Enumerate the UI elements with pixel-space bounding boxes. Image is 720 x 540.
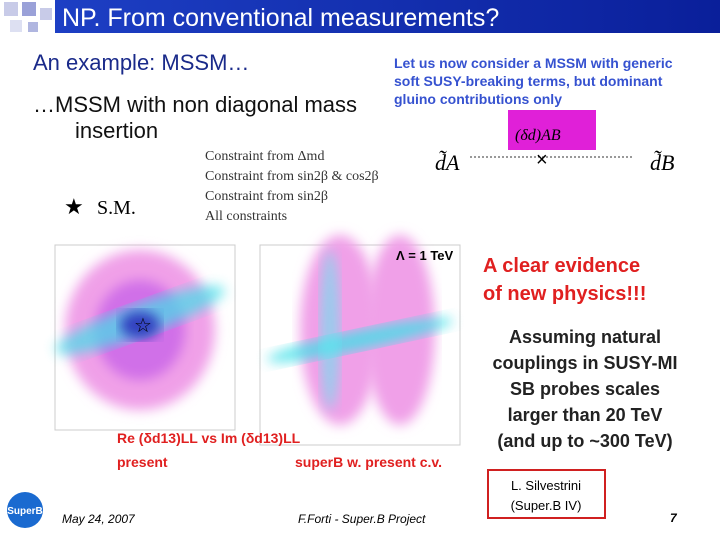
speaker-box [487, 469, 606, 519]
footer-author: F.Forti - Super.B Project [298, 512, 426, 526]
right-plot [259, 235, 461, 446]
formula-middle: (δd)AB [515, 127, 561, 144]
conclusion: Assuming natural [509, 327, 661, 347]
logo-text: SuperB [7, 506, 43, 517]
cross: × [536, 149, 548, 171]
sm-star: ☆ [134, 315, 152, 337]
formula-left: d̃A [435, 150, 460, 175]
logo: SuperB [7, 492, 43, 528]
legend-item: All constraints [205, 209, 287, 224]
left-plot: ☆ [54, 244, 236, 431]
evidence: of new physics!!! [483, 283, 646, 305]
heading: insertion [75, 118, 158, 143]
speaker: L. Silvestrini [511, 478, 581, 493]
evidence: A clear evidence [483, 255, 640, 277]
page-number: 7 [670, 511, 678, 525]
footer-date: May 24, 2007 [62, 512, 136, 526]
plot-label: Re (δd13)LL vs Im (δd13)LL [117, 430, 301, 446]
note: gluino contributions only [394, 91, 562, 107]
plot-label: present [117, 454, 168, 470]
corner-squares [4, 2, 52, 32]
formula-right: d̃B [650, 150, 674, 175]
heading: …MSSM with non diagonal mass [33, 92, 357, 117]
plot-label: superB w. present c.v. [295, 454, 442, 470]
formula-box [508, 110, 596, 150]
note: soft SUSY-breaking terms, but dominant [394, 73, 663, 89]
star-icon: ★ [64, 194, 84, 219]
legend-item: Constraint from sin2β [205, 189, 328, 204]
conclusion: couplings in SUSY-MI [492, 353, 677, 373]
title: NP. From conventional measurements? [62, 4, 499, 32]
note: Let us now consider a MSSM with generic [394, 55, 673, 71]
title-bar [55, 0, 720, 33]
conclusion: larger than 20 TeV [508, 405, 663, 425]
speaker: (Super.B IV) [511, 498, 582, 513]
sm-label: S.M. [97, 197, 136, 219]
conclusion: (and up to ~300 TeV) [497, 431, 672, 451]
legend-item: Constraint from Δmd [205, 149, 324, 164]
scale-label: Λ = 1 TeV [396, 248, 454, 263]
legend-item: Constraint from sin2β & cos2β [205, 169, 379, 184]
conclusion: SB probes scales [510, 379, 660, 399]
subtitle: An example: MSSM… [33, 50, 249, 75]
